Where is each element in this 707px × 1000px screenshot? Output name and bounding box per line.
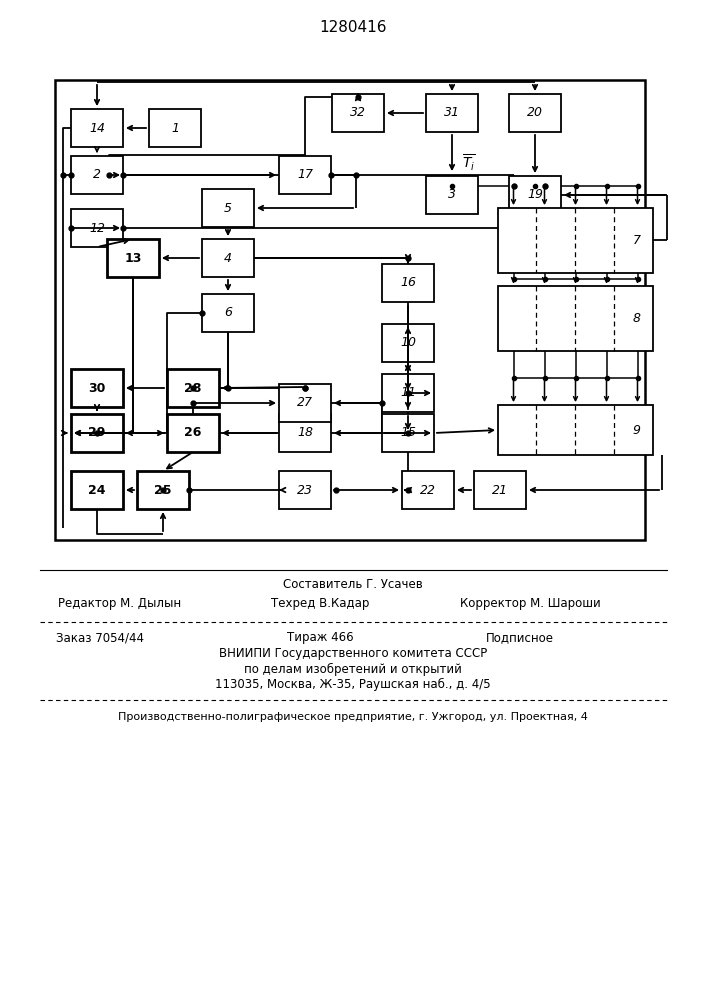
Text: 3: 3: [448, 188, 456, 202]
Text: 12: 12: [89, 222, 105, 234]
Text: 22: 22: [420, 484, 436, 496]
Bar: [382, 374, 434, 412]
Text: 13: 13: [124, 251, 141, 264]
Bar: [509, 94, 561, 132]
Text: 19: 19: [527, 188, 543, 202]
Text: 20: 20: [527, 106, 543, 119]
Text: 14: 14: [89, 121, 105, 134]
Text: 113035, Москва, Ж-35, Раушская наб., д. 4/5: 113035, Москва, Ж-35, Раушская наб., д. …: [215, 677, 491, 691]
Bar: [279, 156, 331, 194]
Bar: [71, 369, 123, 407]
Text: 15: 15: [400, 426, 416, 440]
Bar: [474, 471, 526, 509]
Text: 2: 2: [93, 168, 101, 182]
Bar: [167, 414, 219, 452]
Bar: [382, 414, 434, 452]
Text: 24: 24: [88, 484, 106, 496]
Bar: [498, 286, 653, 351]
Bar: [279, 471, 331, 509]
Text: Тираж 466: Тираж 466: [286, 632, 354, 645]
Bar: [71, 471, 123, 509]
Bar: [71, 414, 123, 452]
Text: 7: 7: [633, 233, 641, 246]
Bar: [107, 239, 159, 277]
Bar: [202, 189, 254, 227]
Bar: [202, 294, 254, 332]
Bar: [426, 176, 478, 214]
Bar: [509, 176, 561, 214]
Text: Редактор М. Дылын: Редактор М. Дылын: [59, 597, 182, 610]
Bar: [426, 94, 478, 132]
Text: Подписное: Подписное: [486, 632, 554, 645]
Text: 1280416: 1280416: [320, 20, 387, 35]
Text: 30: 30: [88, 381, 105, 394]
Bar: [71, 109, 123, 147]
Bar: [167, 369, 219, 407]
Text: Корректор М. Шароши: Корректор М. Шароши: [460, 597, 600, 610]
Bar: [137, 471, 189, 509]
Text: 8: 8: [633, 312, 641, 324]
Bar: [279, 414, 331, 452]
Bar: [498, 405, 653, 455]
Text: 23: 23: [297, 484, 313, 496]
Text: 16: 16: [400, 276, 416, 290]
Text: 6: 6: [224, 306, 232, 320]
Text: ВНИИПИ Государственного комитета СССР: ВНИИПИ Государственного комитета СССР: [219, 648, 487, 660]
Bar: [279, 384, 331, 422]
Text: 26: 26: [185, 426, 201, 440]
Bar: [71, 209, 123, 247]
Text: 4: 4: [224, 251, 232, 264]
Bar: [498, 208, 653, 272]
Text: по делам изобретений и открытий: по делам изобретений и открытий: [244, 662, 462, 676]
Text: $\overline{T_i}$: $\overline{T_i}$: [462, 152, 476, 173]
Text: 17: 17: [297, 168, 313, 182]
Bar: [149, 109, 201, 147]
Bar: [202, 239, 254, 277]
Text: Составитель Г. Усачев: Составитель Г. Усачев: [283, 578, 423, 590]
Bar: [71, 156, 123, 194]
Bar: [402, 471, 454, 509]
Text: 5: 5: [224, 202, 232, 215]
Text: 28: 28: [185, 381, 201, 394]
Text: Заказ 7054/44: Заказ 7054/44: [56, 632, 144, 645]
Bar: [55, 80, 645, 540]
Text: 31: 31: [444, 106, 460, 119]
Text: 27: 27: [297, 396, 313, 410]
Text: 32: 32: [350, 106, 366, 119]
Text: Техред В.Кадар: Техред В.Кадар: [271, 597, 369, 610]
Bar: [382, 324, 434, 362]
Bar: [332, 94, 384, 132]
Text: 29: 29: [88, 426, 105, 440]
Text: Производственно-полиграфическое предприятие, г. Ужгород, ул. Проектная, 4: Производственно-полиграфическое предприя…: [118, 712, 588, 722]
Text: 1: 1: [171, 121, 179, 134]
Text: 21: 21: [492, 484, 508, 496]
Text: 10: 10: [400, 336, 416, 350]
Text: 25: 25: [154, 484, 172, 496]
Text: 11: 11: [400, 386, 416, 399]
Text: 18: 18: [297, 426, 313, 440]
Text: 9: 9: [633, 424, 641, 436]
Bar: [382, 264, 434, 302]
